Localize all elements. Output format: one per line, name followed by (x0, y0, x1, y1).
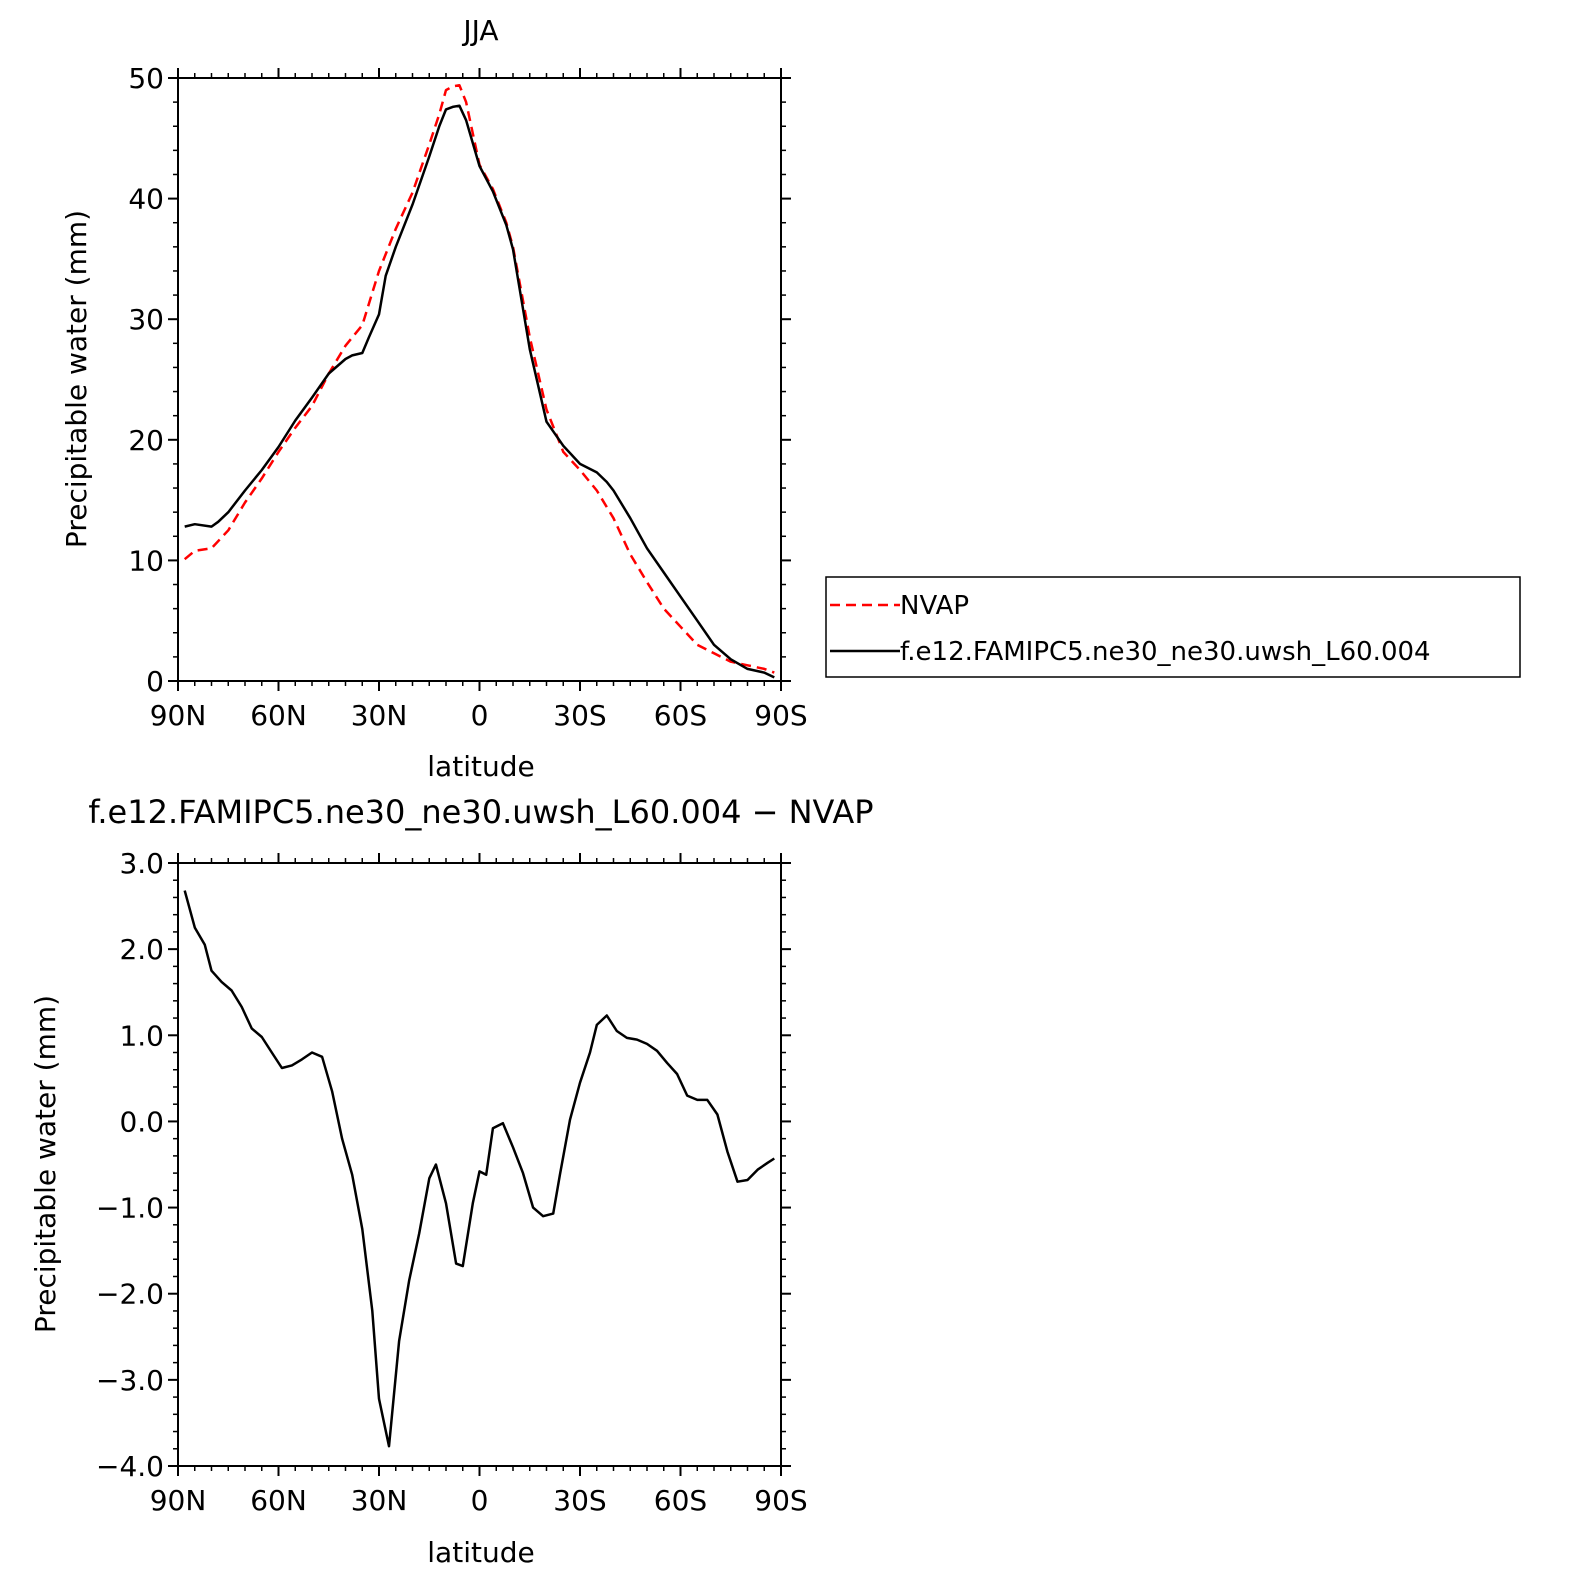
plot-frame (177, 77, 782, 682)
x-tick-label: 90N (150, 699, 207, 732)
x-tick-label: 60S (654, 1484, 707, 1517)
series-line-difference (183, 890, 775, 1448)
y-tick-label: −1.0 (96, 1192, 164, 1225)
y-tick-label: 0 (146, 665, 164, 698)
x-tick-label: 60S (654, 699, 707, 732)
y-tick-label: 1.0 (119, 1019, 164, 1052)
x-tick-label: 30S (553, 699, 606, 732)
x-axis-label: latitude (427, 1536, 534, 1569)
x-tick-label: 90S (754, 1484, 807, 1517)
y-tick-label: 3.0 (119, 847, 164, 880)
y-tick-label: −3.0 (96, 1364, 164, 1397)
y-tick-label: −2.0 (96, 1278, 164, 1311)
legend: NVAP f.e12.FAMIPC5.ne30_ne30.uwsh_L60.00… (825, 576, 1521, 678)
y-axis-label: Precipitable water (mm) (60, 210, 93, 548)
chart-title: JJA (461, 14, 498, 47)
legend-label-model: f.e12.FAMIPC5.ne30_ne30.uwsh_L60.004 (900, 637, 1431, 667)
axis-ticks: 90N 60N 30N 0 30S 60S 90S 0 10 20 30 40 50 (128, 62, 807, 732)
y-tick-label: 0.0 (119, 1105, 164, 1138)
plot-area (183, 890, 775, 1448)
y-tick-label: 30 (128, 303, 164, 336)
y-tick-label: 2.0 (119, 933, 164, 966)
x-tick-label: 30N (351, 699, 408, 732)
y-tick-label: 40 (128, 183, 164, 216)
plot-area (183, 83, 775, 679)
x-axis-label: latitude (427, 750, 534, 783)
y-tick-label: 20 (128, 424, 164, 457)
axis-ticks: 90N 60N 30N 0 30S 60S 90S −4.0 −3.0 −2.0 −1.0 0.0 1.… (96, 847, 808, 1517)
series-line-f-e12-famipc5-ne30-ne30-uwsh-l60-004 (184, 104, 775, 679)
x-tick-label: 0 (471, 699, 489, 732)
x-tick-label: 90S (754, 699, 807, 732)
chart-top-jja: JJA 90N 60N 30N 0 30S 60S 90S 0 10 20 30 40 50 latit… (60, 14, 808, 783)
y-tick-label: −4.0 (96, 1450, 164, 1483)
legend-frame (825, 576, 1521, 678)
x-tick-label: 0 (471, 1484, 489, 1517)
y-tick-label: 50 (128, 62, 164, 95)
legend-label-nvap: NVAP (900, 591, 969, 621)
y-tick-label: 10 (128, 544, 164, 577)
x-tick-label: 60N (250, 699, 307, 732)
series-line-nvap (183, 83, 775, 674)
x-tick-label: 90N (150, 1484, 207, 1517)
x-tick-label: 60N (250, 1484, 307, 1517)
plot-frame (177, 862, 782, 1467)
x-tick-label: 30S (553, 1484, 606, 1517)
chart-title: f.e12.FAMIPC5.ne30_ne30.uwsh_L60.004 − N… (88, 793, 873, 831)
x-tick-label: 30N (351, 1484, 408, 1517)
y-axis-label: Precipitable water (mm) (29, 995, 62, 1333)
chart-bottom-difference: f.e12.FAMIPC5.ne30_ne30.uwsh_L60.004 − N… (29, 793, 874, 1569)
